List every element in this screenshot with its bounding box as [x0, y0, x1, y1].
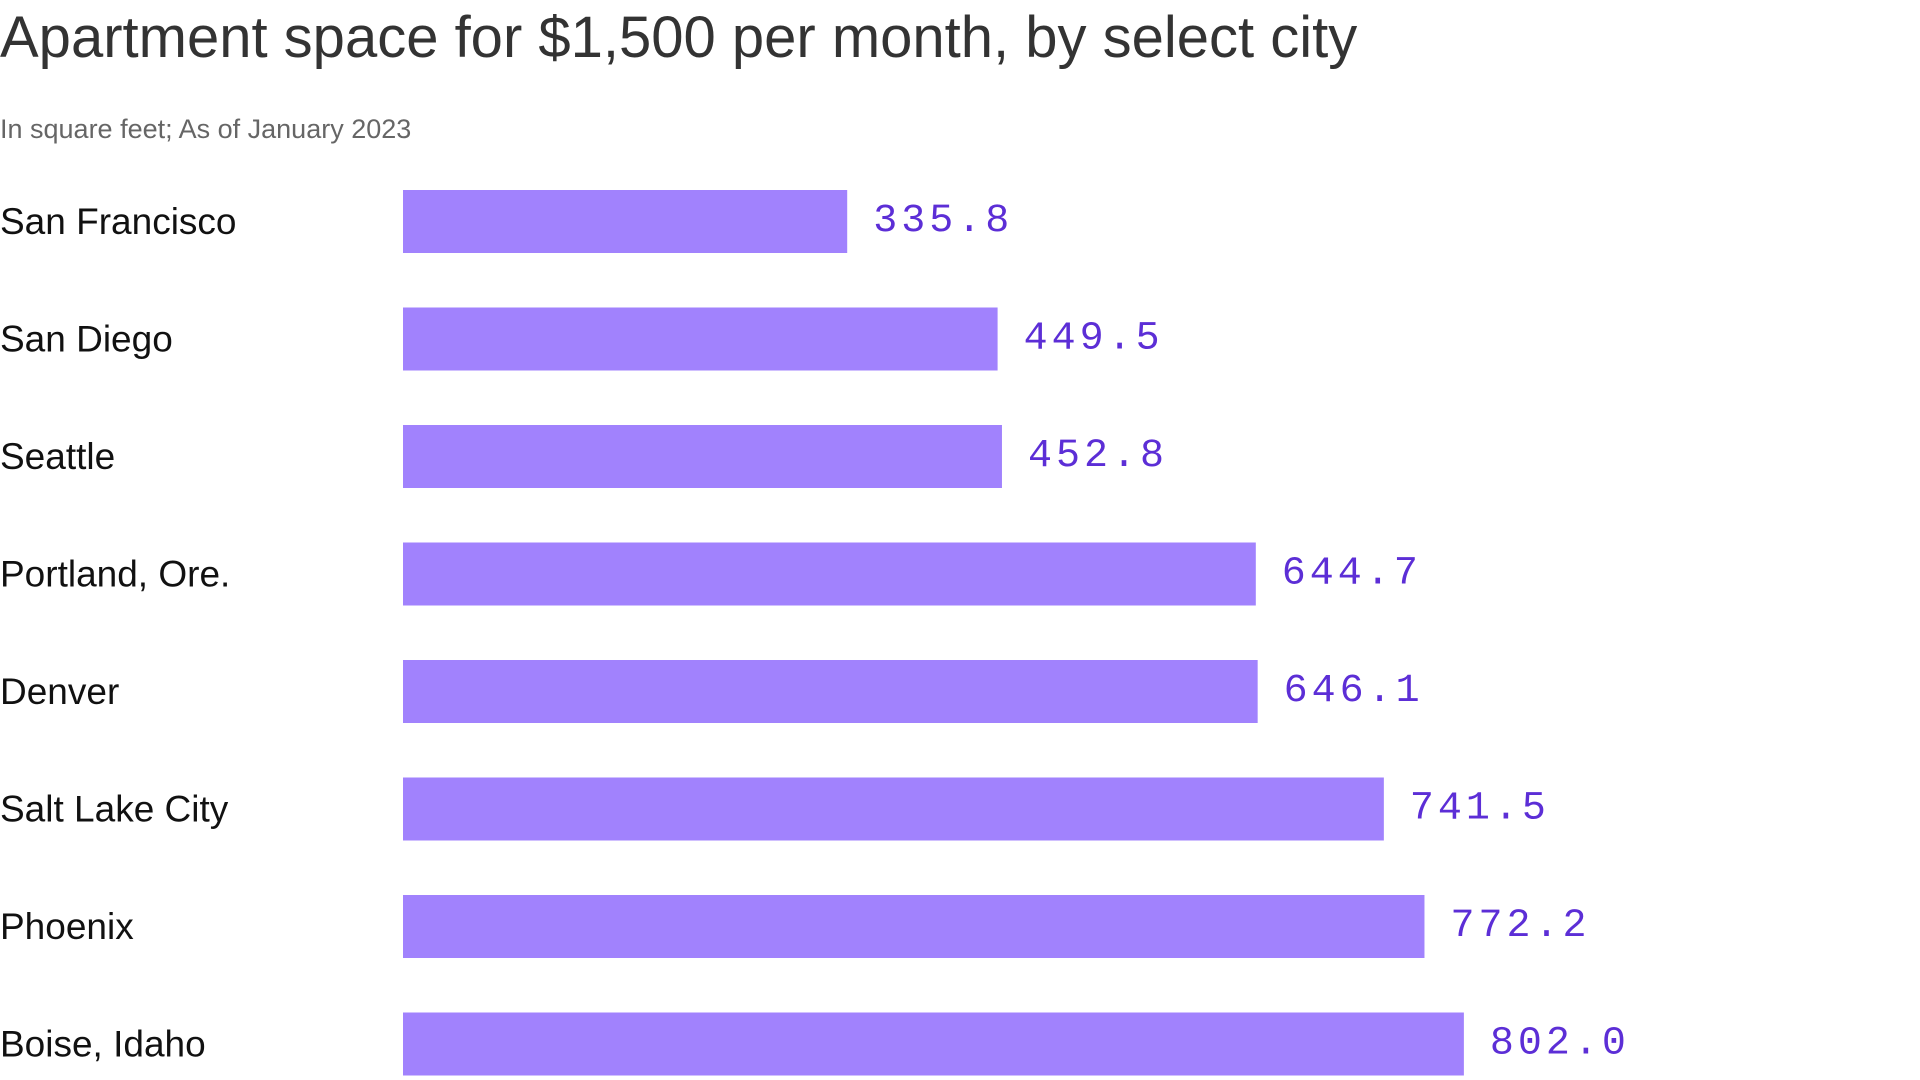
value-label: 452.8 — [1028, 434, 1168, 479]
bar — [403, 660, 1258, 723]
value-label: 335.8 — [873, 199, 1013, 244]
category-label: San Francisco — [0, 201, 237, 242]
chart-title: Apartment space for $1,500 per month, by… — [0, 5, 1357, 70]
bar — [403, 895, 1425, 958]
value-label: 772.2 — [1450, 904, 1590, 949]
bar — [403, 425, 1002, 488]
bar-row: Seattle 452.8 — [0, 425, 1168, 488]
bar — [403, 190, 848, 253]
value-label: 802.0 — [1490, 1022, 1630, 1067]
plot-area: San Francisco 335.8 San Diego 449.5 Seattle 4… — [0, 190, 1630, 1076]
category-label: Phoenix — [0, 906, 134, 947]
value-label: 644.7 — [1282, 552, 1422, 597]
category-label: Salt Lake City — [0, 789, 229, 830]
bar — [403, 777, 1384, 841]
value-label: 646.1 — [1284, 669, 1424, 714]
bar-row: Denver 646.1 — [0, 660, 1424, 723]
bar-row: San Diego 449.5 — [0, 307, 1164, 371]
value-label: 741.5 — [1410, 787, 1550, 832]
bar-row: San Francisco 335.8 — [0, 190, 1013, 253]
bar — [403, 542, 1256, 606]
bar — [403, 307, 998, 371]
category-label: Seattle — [0, 436, 115, 477]
chart-subtitle: In square feet; As of January 2023 — [0, 114, 411, 144]
bar-row: Phoenix 772.2 — [0, 895, 1590, 958]
bar-row: Boise, Idaho 802.0 — [0, 1012, 1630, 1076]
value-label: 449.5 — [1024, 317, 1164, 362]
category-label: Portland, Ore. — [0, 554, 230, 595]
bar-row: Portland, Ore. 644.7 — [0, 542, 1422, 606]
bar — [403, 1012, 1464, 1076]
bar-row: Salt Lake City 741.5 — [0, 777, 1550, 841]
category-label: Denver — [0, 671, 119, 712]
category-label: Boise, Idaho — [0, 1024, 206, 1065]
category-label: San Diego — [0, 319, 173, 360]
